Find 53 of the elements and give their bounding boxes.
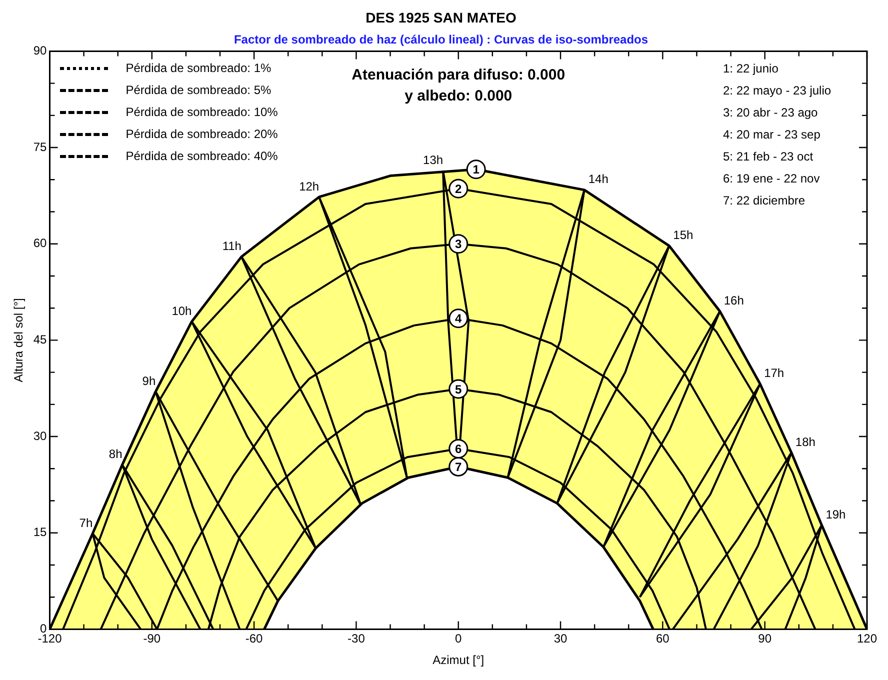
y-tick-label: 90 xyxy=(33,44,48,58)
x-axis-title: Azimut [°] xyxy=(432,653,484,668)
legend-label: Pérdida de sombreado: 20% xyxy=(126,127,278,142)
annotation: 10h xyxy=(172,304,192,318)
annotation: Atenuación para difuso: 0.000 xyxy=(352,66,566,84)
legend-label: Pérdida de sombreado: 5% xyxy=(126,83,272,98)
series-label: 4 xyxy=(455,312,462,326)
x-tick-label: -60 xyxy=(245,632,264,646)
series-label: 1 xyxy=(472,162,480,177)
legend-label: Pérdida de sombreado: 10% xyxy=(126,105,278,120)
y-tick-label: 30 xyxy=(33,428,48,443)
annotation: 15h xyxy=(673,228,694,242)
annotation: 19h xyxy=(826,507,846,522)
x-tick-label: 120 xyxy=(856,632,878,646)
annotation: 3: 20 abr - 23 ago xyxy=(722,106,818,120)
series-label: 6 xyxy=(455,442,462,456)
annotation: 6: 19 ene - 22 nov xyxy=(722,172,820,186)
series-label: 5 xyxy=(455,382,462,396)
series-label: 3 xyxy=(455,237,462,252)
y-tick-label: 15 xyxy=(33,525,48,540)
y-axis-title: Altura del sol [°] xyxy=(12,298,26,382)
annotation: 12h xyxy=(299,179,320,194)
x-tick-label: 0 xyxy=(455,632,462,646)
annotation: 7h xyxy=(79,516,93,530)
annotation: 1: 22 junio xyxy=(722,62,779,76)
x-tick-label: -120 xyxy=(38,632,62,646)
chart-subtitle: Factor de sombreado de haz (cálculo lineal) : Curvas de iso-sombreados xyxy=(234,32,648,46)
annotation: 18h xyxy=(795,434,816,449)
annotation: 16h xyxy=(724,294,744,308)
annotation: 2: 22 mayo - 23 julio xyxy=(722,84,832,98)
annotation: 8h xyxy=(108,447,122,462)
legend-label: Pérdida de sombreado: 1% xyxy=(126,61,272,76)
annotation: 7: 22 diciembre xyxy=(722,194,806,208)
x-tick-label: -90 xyxy=(143,632,161,646)
x-tick-label: 30 xyxy=(554,632,568,646)
x-tick-label: 90 xyxy=(758,632,772,646)
x-tick-label: -30 xyxy=(348,632,366,646)
chart-title: DES 1925 SAN MATEO xyxy=(366,9,516,26)
annotation: 13h xyxy=(423,152,444,167)
x-tick-label: 60 xyxy=(656,632,670,646)
y-tick-label: 45 xyxy=(33,332,48,347)
annotation: y albedo: 0.000 xyxy=(404,87,512,104)
annotation: 9h xyxy=(142,374,156,388)
annotation: 17h xyxy=(764,366,784,380)
y-tick-label: 60 xyxy=(33,236,48,250)
annotation: 14h xyxy=(588,172,608,186)
series-label: 7 xyxy=(455,460,462,474)
legend-label: Pérdida de sombreado: 40% xyxy=(126,149,278,164)
annotation: 4: 20 mar - 23 sep xyxy=(722,128,821,142)
annotation: 11h xyxy=(222,239,242,254)
y-tick-label: 75 xyxy=(33,140,48,154)
series-label: 2 xyxy=(455,182,462,196)
annotation: 5: 21 feb - 23 oct xyxy=(722,150,814,164)
